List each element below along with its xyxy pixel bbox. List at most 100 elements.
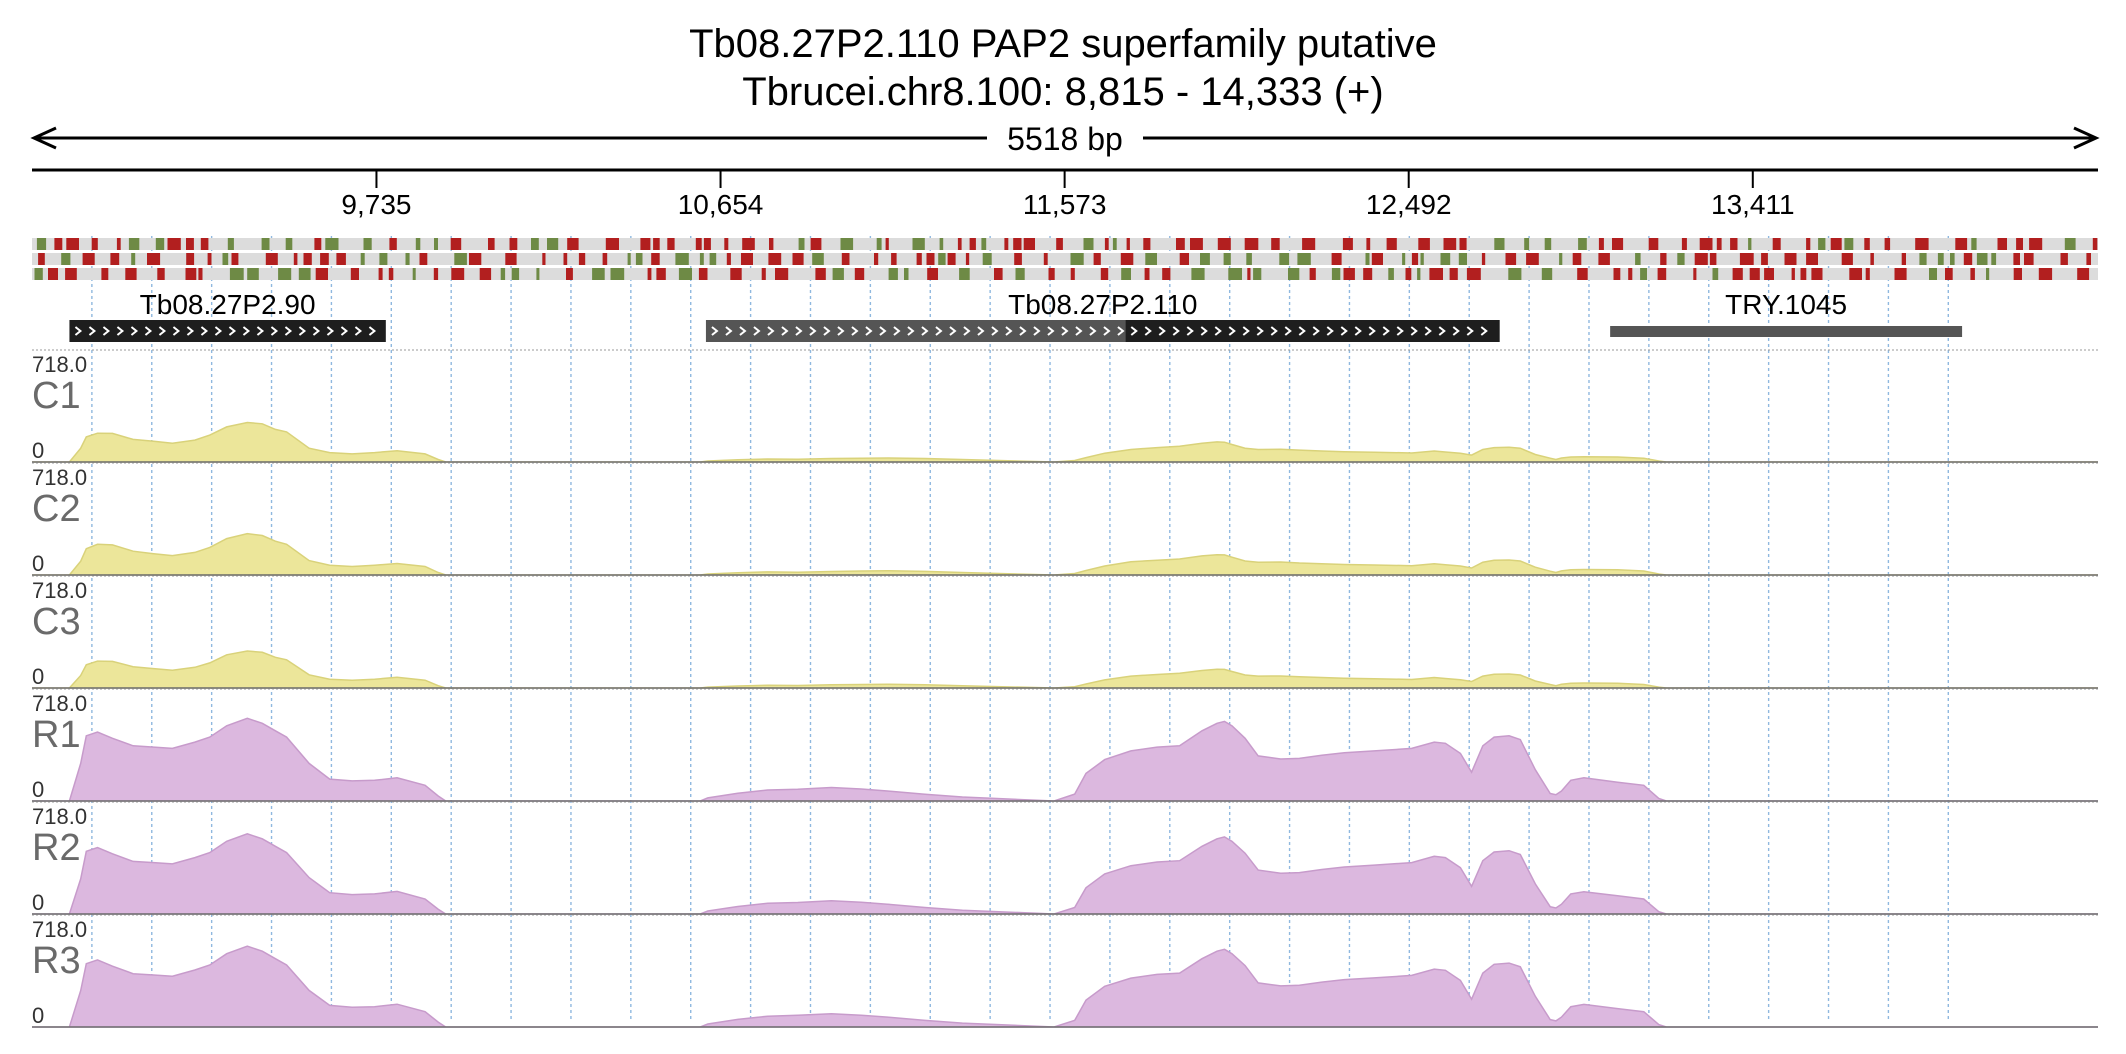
codon-mark bbox=[965, 253, 970, 265]
codon-mark bbox=[469, 253, 482, 265]
codon-mark bbox=[1749, 268, 1760, 280]
strand-arrow-mark bbox=[368, 326, 377, 336]
codon-mark bbox=[775, 268, 789, 280]
codon-mark bbox=[1023, 238, 1035, 250]
codon-mark bbox=[2013, 268, 2022, 280]
codon-mark bbox=[874, 253, 879, 265]
codon-mark bbox=[761, 268, 766, 280]
strand-arrow-mark bbox=[1242, 326, 1250, 336]
codon-mark bbox=[1145, 253, 1157, 265]
codon-mark bbox=[1083, 238, 1094, 250]
codon-mark bbox=[2016, 238, 2023, 250]
codon-mark bbox=[957, 238, 962, 250]
gene-feature-bar bbox=[1610, 326, 1963, 337]
coverage-track: 718.0 0 C1 bbox=[32, 349, 2098, 463]
strand-arrow-mark bbox=[158, 326, 167, 336]
strand-arrow-mark bbox=[1158, 326, 1166, 336]
codon-mark bbox=[167, 238, 181, 250]
codon-mark bbox=[730, 268, 742, 280]
strand-arrow-mark bbox=[130, 326, 139, 336]
codon-mark bbox=[405, 253, 410, 265]
coordinate-axis: 5518 bp 9,735 10,654 11,573 12,492 13,411 bbox=[30, 118, 2100, 220]
codon-mark bbox=[1179, 253, 1189, 265]
codon-mark bbox=[1716, 238, 1722, 250]
codon-mark bbox=[1864, 238, 1870, 250]
strand-arrow-mark bbox=[711, 326, 719, 336]
y-min-label: 0 bbox=[32, 664, 44, 689]
strand-arrow-mark bbox=[865, 326, 873, 336]
codon-mark bbox=[1302, 238, 1316, 250]
strand-arrow-mark bbox=[1033, 326, 1041, 336]
codon-mark bbox=[1818, 238, 1826, 250]
codon-mark bbox=[810, 238, 822, 250]
codon-mark bbox=[647, 268, 652, 280]
codon-mark bbox=[888, 268, 898, 280]
codon-mark bbox=[709, 253, 717, 265]
codon-mark bbox=[1986, 268, 1990, 280]
codon-mark bbox=[741, 253, 753, 265]
codon-mark bbox=[926, 253, 935, 265]
codon-mark bbox=[450, 238, 462, 250]
codon-mark bbox=[1806, 238, 1811, 250]
codon-mark bbox=[726, 253, 731, 265]
codon-mark bbox=[651, 253, 660, 265]
codon-mark bbox=[832, 268, 844, 280]
strand-arrow-mark bbox=[284, 326, 293, 336]
codon-mark bbox=[2038, 268, 2053, 280]
codon-mark bbox=[1429, 268, 1443, 280]
codon-frame-track bbox=[32, 238, 2098, 250]
codon-mark bbox=[207, 253, 212, 265]
codon-mark bbox=[840, 238, 854, 250]
coverage-area-r2 bbox=[32, 833, 2098, 915]
track-name-label: R3 bbox=[32, 940, 81, 982]
codon-mark bbox=[1418, 238, 1430, 250]
codon-mark bbox=[128, 238, 140, 250]
codon-mark bbox=[815, 268, 826, 280]
codon-mark bbox=[678, 268, 692, 280]
codon-mark bbox=[1761, 253, 1768, 265]
codon-mark bbox=[1366, 238, 1371, 250]
strand-arrow-mark bbox=[1480, 326, 1488, 336]
codon-mark bbox=[885, 238, 889, 250]
codon-mark bbox=[265, 253, 278, 265]
codon-mark bbox=[1112, 238, 1117, 250]
codon-mark bbox=[1919, 253, 1927, 265]
coverage-track: 718.0 0 C3 bbox=[32, 575, 2098, 689]
codon-mark bbox=[1246, 253, 1252, 265]
strand-arrow-mark bbox=[1075, 326, 1083, 336]
codon-mark bbox=[1841, 253, 1853, 265]
codon-mark bbox=[1572, 253, 1582, 265]
codon-mark bbox=[198, 268, 203, 280]
codon-mark bbox=[1732, 268, 1743, 280]
codon-mark bbox=[1121, 268, 1131, 280]
codon-mark bbox=[1640, 268, 1647, 280]
codon-mark bbox=[1343, 268, 1355, 280]
strand-arrow-mark bbox=[1186, 326, 1194, 336]
x-tick-label: 9,735 bbox=[341, 189, 411, 220]
codon-mark bbox=[959, 268, 970, 280]
codon-mark bbox=[1677, 253, 1685, 265]
codon-mark bbox=[1748, 238, 1752, 250]
gene-feature-bar bbox=[69, 320, 386, 342]
codon-mark bbox=[1190, 238, 1203, 250]
strand-arrow-mark bbox=[1368, 326, 1376, 336]
strand-arrow-mark bbox=[753, 326, 761, 336]
codon-mark bbox=[1048, 268, 1055, 280]
codon-mark bbox=[303, 253, 312, 265]
codon-mark bbox=[227, 238, 234, 250]
codon-mark bbox=[200, 238, 209, 250]
codon-mark bbox=[1681, 238, 1687, 250]
codon-mark bbox=[1093, 253, 1101, 265]
codon-mark bbox=[419, 253, 428, 265]
codon-mark bbox=[1104, 238, 1109, 250]
codon-mark bbox=[488, 238, 495, 250]
codon-mark bbox=[2092, 238, 2098, 250]
strand-arrow-mark bbox=[242, 326, 251, 336]
strand-arrow-mark bbox=[354, 326, 363, 336]
strand-arrow-mark bbox=[837, 326, 845, 336]
codon-mark bbox=[2060, 253, 2068, 265]
codon-mark bbox=[1929, 268, 1937, 280]
codon-mark bbox=[698, 268, 708, 280]
